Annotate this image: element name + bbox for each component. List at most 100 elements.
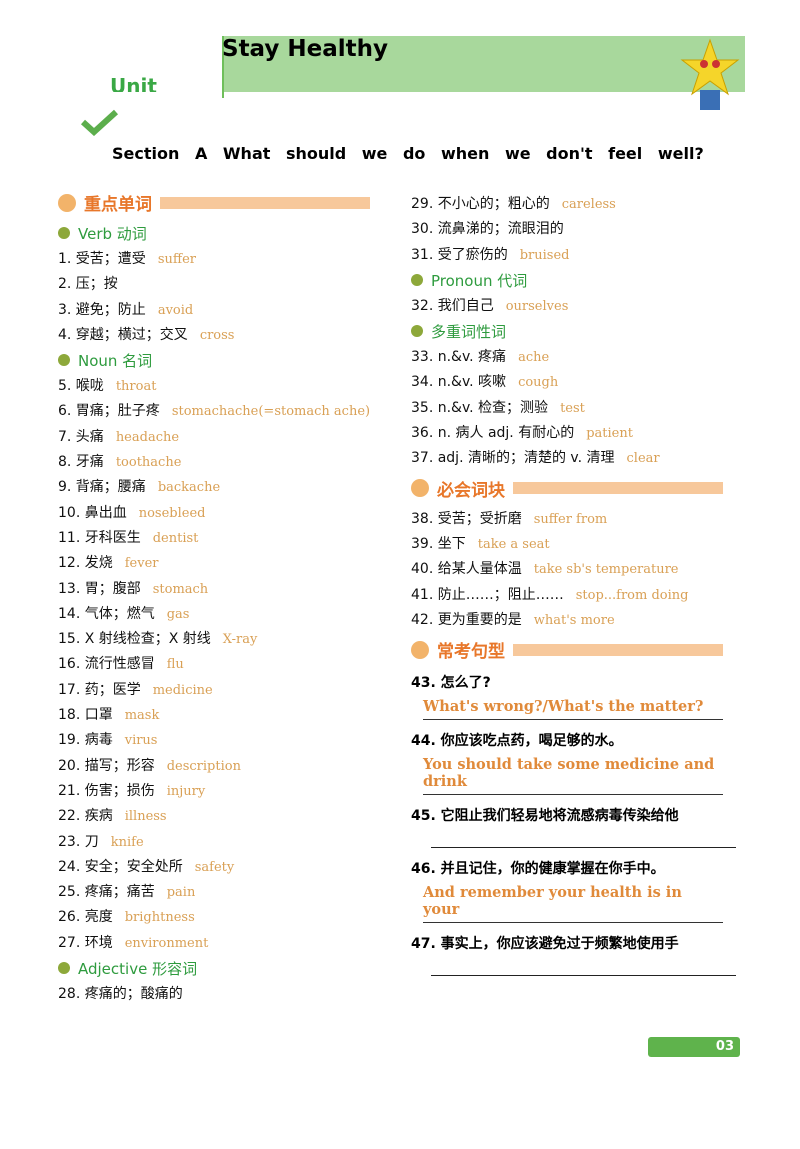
chinese-meaning: 21. 伤害；损伤	[58, 782, 155, 799]
bullet	[411, 273, 423, 286]
heading-text: 必会词块	[437, 480, 505, 501]
bullet	[58, 227, 70, 239]
english-word: dentist	[152, 530, 199, 546]
english-word: gas	[166, 606, 190, 622]
vocab-item: 25. 疼痛；痛苦 pain	[58, 880, 393, 905]
vocab-item: 6. 胃痛；肚子疼 stomachache(=stomach ache)	[58, 399, 393, 424]
vocab-item: 13. 胃；腹部 stomach	[58, 577, 393, 602]
english-word: what's more	[533, 612, 615, 628]
english-word: X-ray	[222, 632, 258, 648]
chinese-meaning: 5. 喉咙	[58, 378, 104, 395]
vocab-item: 7. 头痛 headache	[58, 425, 393, 450]
chinese-meaning: 16. 流行性感冒	[58, 656, 155, 673]
english-word: stomach	[152, 581, 209, 597]
vocab-item: 26. 亮度 brightness	[58, 905, 393, 930]
bullet	[58, 962, 70, 975]
chinese-meaning: 26. 亮度	[58, 909, 113, 926]
english-word: clear	[626, 451, 660, 467]
vocab-item: 12. 发烧 fever	[58, 551, 393, 576]
answer-blank	[431, 825, 736, 849]
chinese-meaning: 41. 防止……；阻止……	[411, 586, 564, 603]
left-column: 重点单词 Verb 动词 1. 受苦；遭受 suffer 2. 压；按 3. 避免；防止 a…	[58, 186, 393, 1007]
vocab-item: 34. n.&v. 咳嗽 cough	[411, 370, 751, 395]
english-word: stomachache(=stomach ache)	[171, 404, 371, 420]
vocab-item: 3. 避免；防止 avoid	[58, 298, 393, 323]
vocab-item: 19. 病毒 virus	[58, 728, 393, 753]
chinese-meaning: 34. n.&v. 咳嗽	[411, 374, 507, 391]
english-word: suffer from	[533, 511, 608, 527]
english-word: test	[560, 400, 585, 416]
vocab-item: 9. 背痛；腰痛 backache	[58, 475, 393, 500]
chinese-meaning: 38. 受苦；受折磨	[411, 510, 522, 527]
vocab-item: 4. 穿越；横过；交叉 cross	[58, 323, 393, 348]
question: 44. 你应该吃点药，喝足够的水。	[411, 733, 623, 750]
chinese-meaning: 25. 疼痛；痛苦	[58, 884, 155, 901]
chinese-meaning: 19. 病毒	[58, 732, 113, 749]
english-word: mask	[124, 708, 160, 724]
english-word: brightness	[124, 910, 195, 926]
english-word: medicine	[152, 682, 213, 698]
heading-bar	[513, 643, 723, 656]
heading-text: 重点单词	[84, 195, 152, 215]
subheading-text: Verb 动词	[78, 225, 147, 243]
unit-label: Unit	[110, 74, 157, 92]
title-banner	[222, 36, 745, 92]
vocab-item: 33. n.&v. 疼痛 ache	[411, 345, 751, 370]
vocab-item: 10. 鼻出血 nosebleed	[58, 501, 393, 526]
heading-bar	[513, 482, 723, 495]
chinese-meaning: 31. 受了瘀伤的	[411, 246, 508, 263]
question: 43. 怎么了?	[411, 675, 491, 692]
english-word: flu	[166, 657, 184, 673]
vocab-item: 35. n.&v. 检查；测验 test	[411, 396, 751, 421]
vocab-item: 36. n. 病人 adj. 有耐心的 patient	[411, 421, 751, 446]
vocab-item: 38. 受苦；受折磨 suffer from	[411, 507, 751, 532]
english-word: fever	[124, 556, 159, 572]
vocab-item: 31. 受了瘀伤的 bruised	[411, 243, 751, 268]
heading-icon	[411, 479, 429, 498]
check-icon	[80, 109, 119, 136]
chinese-meaning: 40. 给某人量体温	[411, 561, 522, 578]
english-word: patient	[586, 426, 633, 442]
vocab-item: 42. 更为重要的是 what's more	[411, 608, 751, 633]
question: 47. 事实上，你应该避免过于频繁地使用手	[411, 936, 679, 953]
chinese-meaning: 4. 穿越；横过；交叉	[58, 326, 188, 343]
chinese-meaning: 36. n. 病人 adj. 有耐心的	[411, 425, 575, 442]
vocab-item: 22. 疾病 illness	[58, 804, 393, 829]
chinese-meaning: 30. 流鼻涕的；流眼泪的	[411, 221, 564, 238]
bullet	[58, 354, 70, 367]
english-word: cough	[518, 375, 559, 391]
subheading: Pronoun 代词	[411, 268, 751, 294]
chinese-meaning: 33. n.&v. 疼痛	[411, 349, 507, 366]
vocab-item: 41. 防止……；阻止…… stop...from doing	[411, 583, 751, 608]
vocab-item: 5. 喉咙 throat	[58, 374, 393, 399]
english-word: stop...from doing	[575, 587, 689, 603]
question: 46. 并且记住，你的健康掌握在你手中。	[411, 861, 665, 878]
chinese-meaning: 6. 胃痛；肚子疼	[58, 403, 160, 420]
chinese-meaning: 20. 描写；形容	[58, 757, 155, 774]
vocab-item: 24. 安全；安全处所 safety	[58, 855, 393, 880]
question: 45. 它阻止我们轻易地将流感病毒传染给他	[411, 808, 679, 825]
subheading: Noun 名词	[58, 348, 393, 374]
subheading-text: Noun 名词	[78, 352, 153, 371]
chinese-meaning: 22. 疾病	[58, 808, 113, 825]
english-word: illness	[124, 809, 167, 825]
vocab-item: 27. 环境 environment	[58, 931, 393, 956]
subheading: 多重词性词	[411, 319, 751, 345]
english-word: bruised	[519, 247, 570, 263]
chinese-meaning: 10. 鼻出血	[58, 504, 127, 521]
english-word: cross	[199, 327, 235, 343]
vocab-item: 15. X 射线检查；X 射线 X-ray	[58, 627, 393, 652]
vocab-item: 16. 流行性感冒 flu	[58, 652, 393, 677]
vocab-item: 11. 牙科医生 dentist	[58, 526, 393, 551]
chinese-meaning: 18. 口罩	[58, 707, 113, 724]
english-word: throat	[115, 379, 157, 395]
section-title: Section A What should we do when we don'…	[112, 144, 704, 163]
english-word: toothache	[115, 455, 182, 471]
page-number: 03	[648, 1037, 740, 1057]
english-word: careless	[561, 197, 616, 212]
chinese-meaning: 13. 胃；腹部	[58, 580, 141, 597]
heading-icon	[58, 193, 76, 212]
chinese-meaning: 37. adj. 清晰的；清楚的 v. 清理	[411, 450, 615, 467]
english-word: nosebleed	[138, 505, 206, 521]
english-word: take a seat	[477, 536, 550, 552]
